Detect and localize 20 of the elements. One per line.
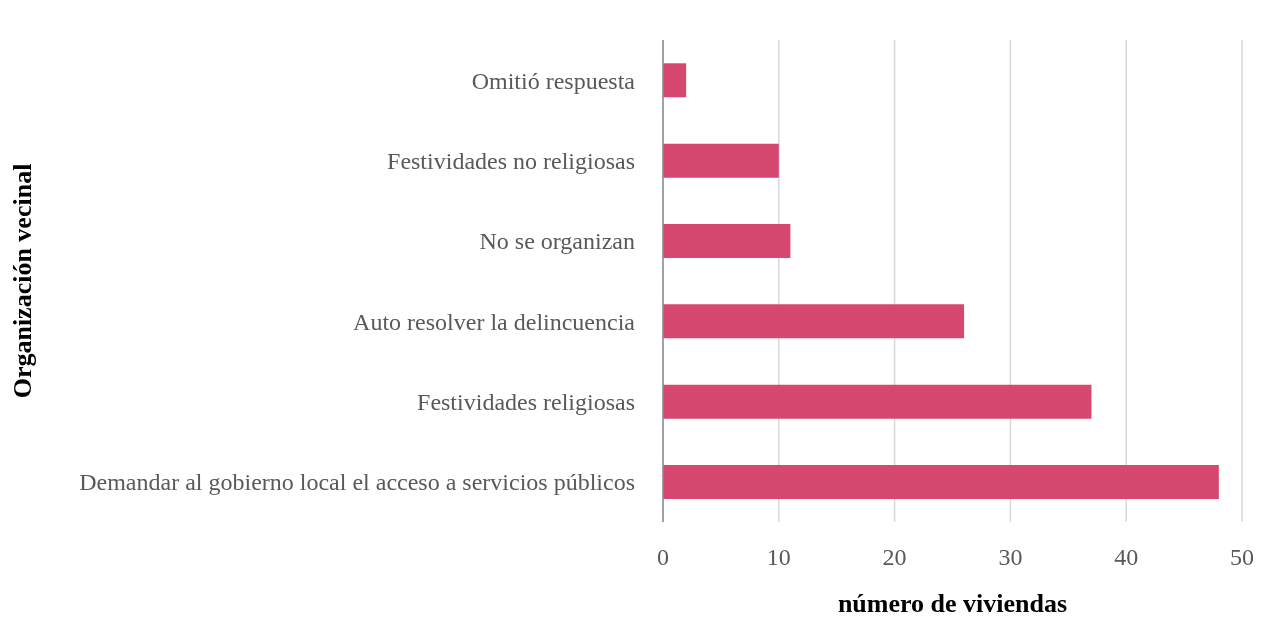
y-tick-label: Omitió respuesta: [471, 67, 636, 94]
bar: [663, 143, 779, 178]
bar: [663, 304, 965, 339]
y-axis-title: Organización vecinal: [8, 163, 38, 399]
bar: [663, 384, 1092, 419]
bar: [663, 223, 791, 258]
y-tick-label: Festividades no religiosas: [387, 148, 635, 175]
x-tick-label: 30: [998, 544, 1023, 571]
x-axis-title: número de viviendas: [837, 589, 1068, 618]
y-tick-label: Auto resolver la delincuencia: [353, 308, 636, 335]
x-tick-label: 40: [1114, 544, 1139, 571]
y-tick-label: No se organizan: [479, 228, 635, 255]
y-tick-label: Demandar al gobierno local el acceso a servicios públicos: [79, 469, 635, 496]
bar: [663, 464, 1219, 499]
x-tick-label: 20: [882, 544, 907, 571]
y-tick-label: Festividades religiosas: [417, 389, 635, 416]
x-tick-label: 10: [766, 544, 791, 571]
x-tick-label: 50: [1230, 544, 1254, 571]
x-tick-label: 0: [657, 544, 669, 571]
bar: [663, 63, 687, 98]
